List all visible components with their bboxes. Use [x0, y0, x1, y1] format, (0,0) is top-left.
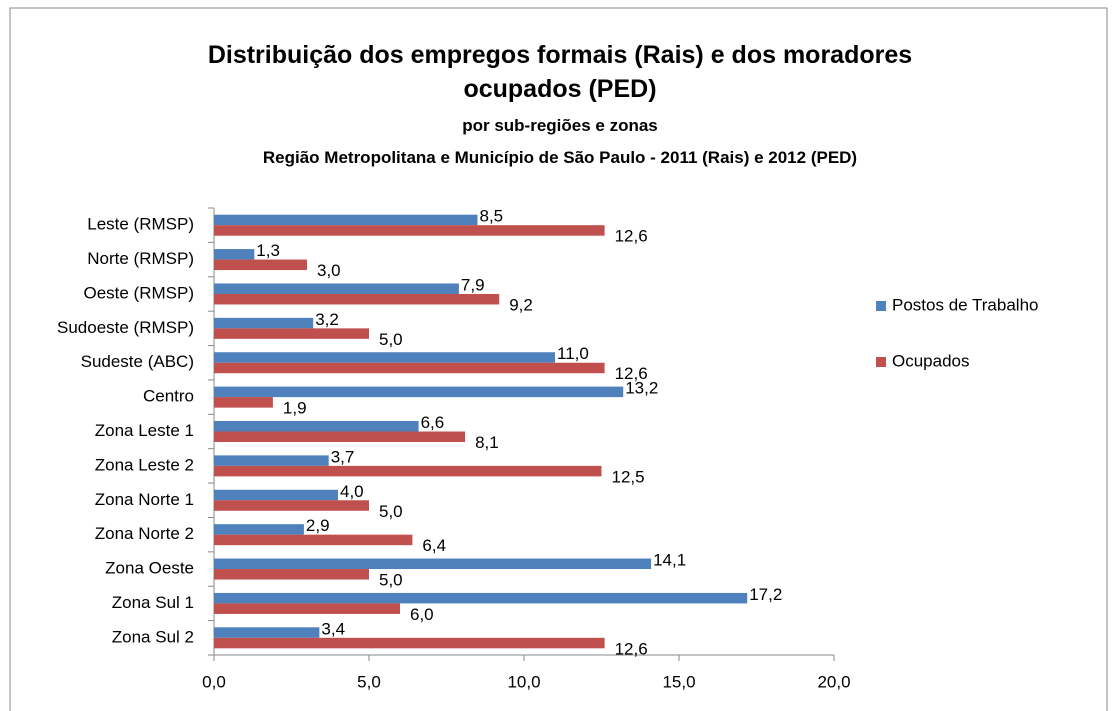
- value-label: 8,1: [475, 433, 499, 452]
- bar: [214, 500, 369, 511]
- bar: [214, 397, 273, 408]
- legend-label: Postos de Trabalho: [892, 295, 1038, 314]
- value-label: 4,0: [340, 482, 364, 501]
- value-label: 12,6: [615, 364, 648, 383]
- bar: [214, 293, 500, 305]
- value-label: 6,4: [422, 536, 446, 555]
- legend-swatch: [876, 301, 886, 311]
- x-tick-label: 15,0: [662, 672, 695, 691]
- bar: [214, 386, 624, 398]
- value-label: 5,0: [379, 571, 403, 590]
- value-label: 3,4: [321, 619, 345, 638]
- value-label: 9,2: [509, 295, 533, 314]
- bar: [214, 249, 255, 260]
- chart-subtitle: Região Metropolitana e Município de São …: [262, 148, 858, 167]
- y-tick-label: Norte (RMSP): [87, 249, 194, 268]
- value-label: 13,2: [625, 379, 658, 398]
- bar: [214, 421, 419, 432]
- bar: [214, 352, 555, 363]
- chart-border: [9, 7, 1108, 711]
- value-label: 7,9: [461, 275, 485, 294]
- bar: [214, 524, 304, 535]
- bar: [214, 627, 320, 638]
- value-label: 11,0: [557, 344, 589, 363]
- value-label: 12,6: [615, 639, 648, 658]
- legend-label: Ocupados: [892, 351, 970, 370]
- y-tick-label: Sudoeste (RMSP): [57, 318, 194, 337]
- bar: [214, 569, 369, 580]
- y-tick-label: Zona Leste 2: [95, 455, 194, 474]
- y-tick-label: Zona Norte 2: [95, 524, 194, 543]
- value-label: 8,5: [480, 207, 504, 226]
- value-label: 1,3: [256, 241, 280, 260]
- y-tick-label: Sudeste (ABC): [81, 352, 194, 371]
- x-tick-label: 20,0: [817, 672, 850, 691]
- x-tick-label: 5,0: [357, 672, 381, 691]
- value-label: 3,7: [331, 447, 355, 466]
- bar: [214, 317, 314, 329]
- bar: [214, 489, 338, 501]
- bar: [214, 603, 400, 614]
- chart-subtitle: por sub-regiões e zonas: [462, 116, 658, 135]
- value-label: 5,0: [379, 330, 403, 349]
- bar: [214, 592, 748, 604]
- y-tick-label: Centro: [143, 387, 194, 406]
- value-label: 3,0: [317, 261, 341, 280]
- chart-title: Distribuição dos empregos formais (Rais)…: [207, 41, 913, 103]
- value-label: 6,6: [421, 413, 445, 432]
- x-tick-label: 0,0: [202, 672, 226, 691]
- value-label: 2,9: [306, 516, 330, 535]
- bar: [214, 558, 652, 570]
- bar: [214, 455, 329, 466]
- bar: [214, 637, 605, 649]
- value-label: 5,0: [379, 502, 403, 521]
- y-tick-label: Zona Sul 2: [112, 627, 194, 646]
- y-tick-label: Zona Oeste: [105, 559, 194, 578]
- value-label: 6,0: [410, 605, 434, 624]
- bar: [214, 465, 602, 477]
- bar: [214, 225, 605, 236]
- y-tick-label: Zona Leste 1: [95, 421, 194, 440]
- value-label: 1,9: [283, 399, 307, 418]
- value-label: 14,1: [653, 551, 686, 570]
- y-tick-label: Oeste (RMSP): [83, 283, 194, 302]
- value-label: 17,2: [749, 585, 782, 604]
- y-tick-label: Zona Sul 1: [112, 593, 194, 612]
- bar: [214, 214, 478, 226]
- bar: [214, 362, 605, 374]
- bar: [214, 283, 459, 294]
- value-label: 3,2: [315, 310, 339, 329]
- y-tick-label: Zona Norte 1: [95, 490, 194, 509]
- legend-swatch: [876, 357, 886, 367]
- value-label: 12,6: [615, 227, 648, 246]
- bar: [214, 328, 369, 339]
- x-tick-label: 10,0: [507, 672, 540, 691]
- y-tick-label: Leste (RMSP): [87, 215, 194, 234]
- bar: [214, 534, 413, 546]
- bar: [214, 431, 466, 442]
- value-label: 12,5: [612, 467, 645, 486]
- bar: [214, 259, 307, 271]
